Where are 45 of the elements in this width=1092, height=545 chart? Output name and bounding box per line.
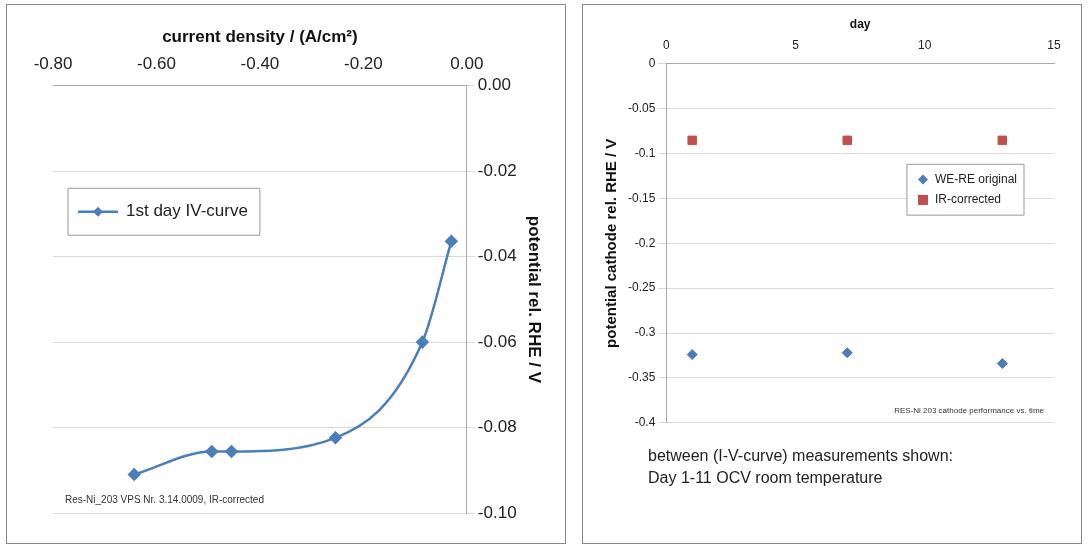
y-tick-label: 0.00 [477,75,511,95]
x-tick-label: 0 [663,37,671,52]
x-axis-title: day [849,16,871,31]
y-tick-label: -0.15 [627,190,656,205]
annotation: Res-Ni_203 VPS Nr. 3.14.0009, IR-corrected [65,493,264,505]
y-axis-title: potential rel. RHE / V [525,215,545,384]
y-tick-label: -0.08 [477,417,517,437]
y-tick-label: -0.3 [634,325,656,340]
text: between (I-V-curve) measurements shown: Day 1-11 OCV room temperature [648,446,954,488]
point [841,347,853,359]
x-tick-label: -0.40 [240,54,280,74]
x-tick-label: 10 [918,37,932,52]
point [205,445,219,458]
y-tick-label: -0.1 [634,145,656,160]
y-tick-label: -0.06 [477,331,517,351]
x-axis-title: current density / (A/cm²) [162,26,358,46]
x-tick-label: 0.00 [450,54,484,74]
x-tick-label: 5 [792,37,800,52]
point [996,358,1008,370]
x-tick-label: -0.20 [344,54,383,74]
y-tick-label: -0.05 [627,100,656,115]
legend-label: 1st day IV-curve [126,201,248,221]
point [329,431,342,445]
point [416,335,429,349]
legend-label: IR-corrected [934,192,1002,207]
point [997,135,1008,146]
point [842,135,852,146]
y-tick-label: -0.04 [477,246,517,266]
x-tick-label: -0.60 [137,54,176,74]
point [445,235,458,248]
point [127,468,141,481]
point [686,349,698,361]
y-tick-label: -0.02 [477,160,517,180]
annotation: RES-Ni 203 cathode performance vs. time [894,406,1045,415]
x-tick-label: -0.80 [33,54,73,74]
point [687,135,697,146]
y-tick-label: -0.4 [634,415,656,430]
y-tick-label: -0.10 [477,502,517,522]
y-axis-title: potential cathode rel. RHE / V [602,138,620,348]
x-tick-label: 15 [1047,37,1061,52]
y-tick-label: -0.35 [627,370,656,385]
y-tick-label: -0.25 [627,280,656,295]
point [225,445,238,458]
y-tick-label: -0.2 [634,235,656,250]
legend-label: WE-RE original [934,171,1018,186]
